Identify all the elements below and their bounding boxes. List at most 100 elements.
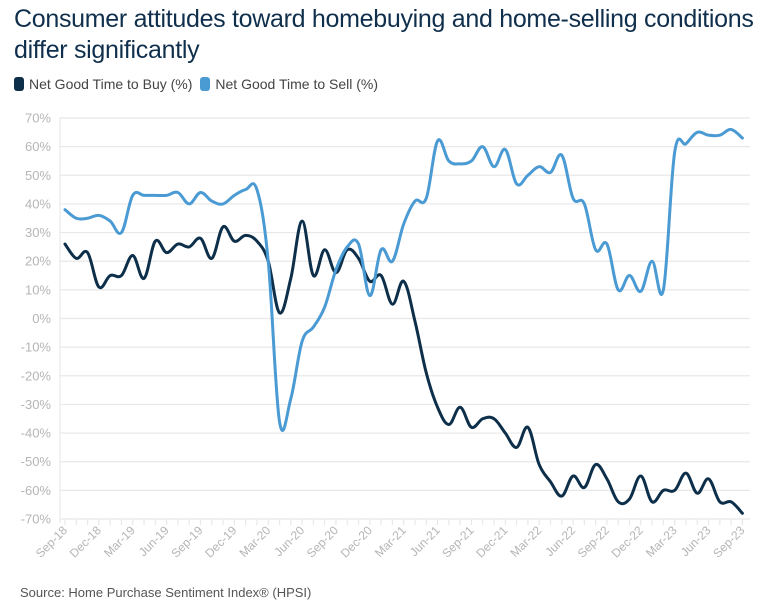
x-tick-label: Sep-20 [304,523,341,560]
data-point-sell [651,260,654,263]
data-point-sell [391,260,394,263]
series-line-buy [63,219,744,515]
y-tick-label: -10% [21,340,52,355]
data-point-sell [425,197,428,200]
data-point-sell [447,159,450,162]
data-point-buy [583,486,586,489]
x-tick-label: Mar-19 [101,523,138,560]
data-point-sell [413,200,416,203]
data-point-sell [131,194,134,197]
data-point-buy [143,277,146,280]
legend-swatch-sell [200,77,211,91]
data-point-buy [662,489,665,492]
data-point-sell [210,200,213,203]
data-point-buy [639,475,642,478]
x-tick-label: Dec-18 [67,523,104,560]
x-tick-label: Dec-21 [473,523,510,560]
x-tick-label: Sep-23 [710,523,747,560]
data-point-buy [154,240,157,243]
data-point-buy [109,274,112,277]
chart-title: Consumer attitudes toward homebuying and… [14,5,754,64]
data-point-sell [380,248,383,251]
data-point-sell [109,220,112,223]
data-point-sell [493,165,496,168]
data-point-sell [278,420,281,423]
legend-item-sell[interactable]: Net Good Time to Sell (%) [200,76,378,92]
data-point-buy [684,472,687,475]
legend-swatch-buy [14,77,24,91]
data-point-sell [75,217,78,220]
data-point-buy [64,243,67,246]
data-point-sell [583,202,586,205]
data-point-sell [402,222,405,225]
data-point-buy [380,274,383,277]
data-point-sell [64,208,67,211]
data-point-buy [289,277,292,280]
data-point-sell [470,159,473,162]
data-point-sell [707,134,710,137]
data-point-sell [255,188,258,191]
data-point-buy [673,489,676,492]
data-point-sell [154,194,157,197]
data-point-sell [301,340,304,343]
data-point-sell [86,217,89,220]
source-note: Source: Home Purchase Sentiment Index® (… [20,585,312,600]
legend: Net Good Time to Buy (%) Net Good Time t… [14,76,386,92]
x-tick-label: Dec-22 [609,523,646,560]
x-tick-label: Sep-21 [439,523,476,560]
legend-item-buy[interactable]: Net Good Time to Buy (%) [14,76,192,92]
y-tick-label: -20% [21,368,52,383]
data-point-buy [97,285,100,288]
x-tick-label: Dec-20 [338,523,375,560]
data-point-buy [526,426,529,429]
data-point-buy [560,495,563,498]
data-point-buy [176,243,179,246]
data-point-buy [436,406,439,409]
series-line-sell [63,127,744,432]
data-point-buy [425,371,428,374]
data-point-buy [730,500,733,503]
data-point-sell [684,142,687,145]
y-tick-label: 40% [25,196,51,211]
legend-label-buy: Net Good Time to Buy (%) [29,76,193,92]
data-point-buy [346,248,349,251]
y-tick-label: -50% [21,454,52,469]
data-point-sell [357,243,360,246]
data-point-sell [628,274,631,277]
data-point-sell [222,202,225,205]
x-tick-label: Sep-19 [168,523,205,560]
data-point-sell [526,174,529,177]
y-tick-label: 60% [25,139,51,154]
data-point-sell [289,397,292,400]
y-tick-label: -60% [21,483,52,498]
data-point-buy [278,311,281,314]
data-point-buy [628,497,631,500]
x-tick-label: Jun-22 [542,523,578,559]
data-point-buy [741,512,744,515]
data-point-sell [233,194,236,197]
data-point-buy [493,417,496,420]
data-point-sell [605,243,608,246]
data-point-buy [323,248,326,251]
data-point-sell [594,248,597,251]
data-point-buy [515,446,518,449]
data-point-sell [481,145,484,148]
x-tick-label: Jun-21 [407,523,443,559]
data-point-buy [504,432,507,435]
x-tick-label: Jun-20 [271,523,307,559]
data-point-buy [131,254,134,257]
data-point-buy [255,240,258,243]
data-point-sell [244,188,247,191]
data-point-sell [334,268,337,271]
y-tick-label: 0% [32,311,51,326]
data-point-buy [165,251,168,254]
y-tick-label: -70% [21,512,52,527]
data-point-buy [651,500,654,503]
data-point-sell [176,191,179,194]
data-point-sell [741,137,744,140]
x-tick-label: Mar-20 [237,523,274,560]
data-point-buy [391,303,394,306]
data-point-sell [436,139,439,142]
data-point-buy [210,257,213,260]
